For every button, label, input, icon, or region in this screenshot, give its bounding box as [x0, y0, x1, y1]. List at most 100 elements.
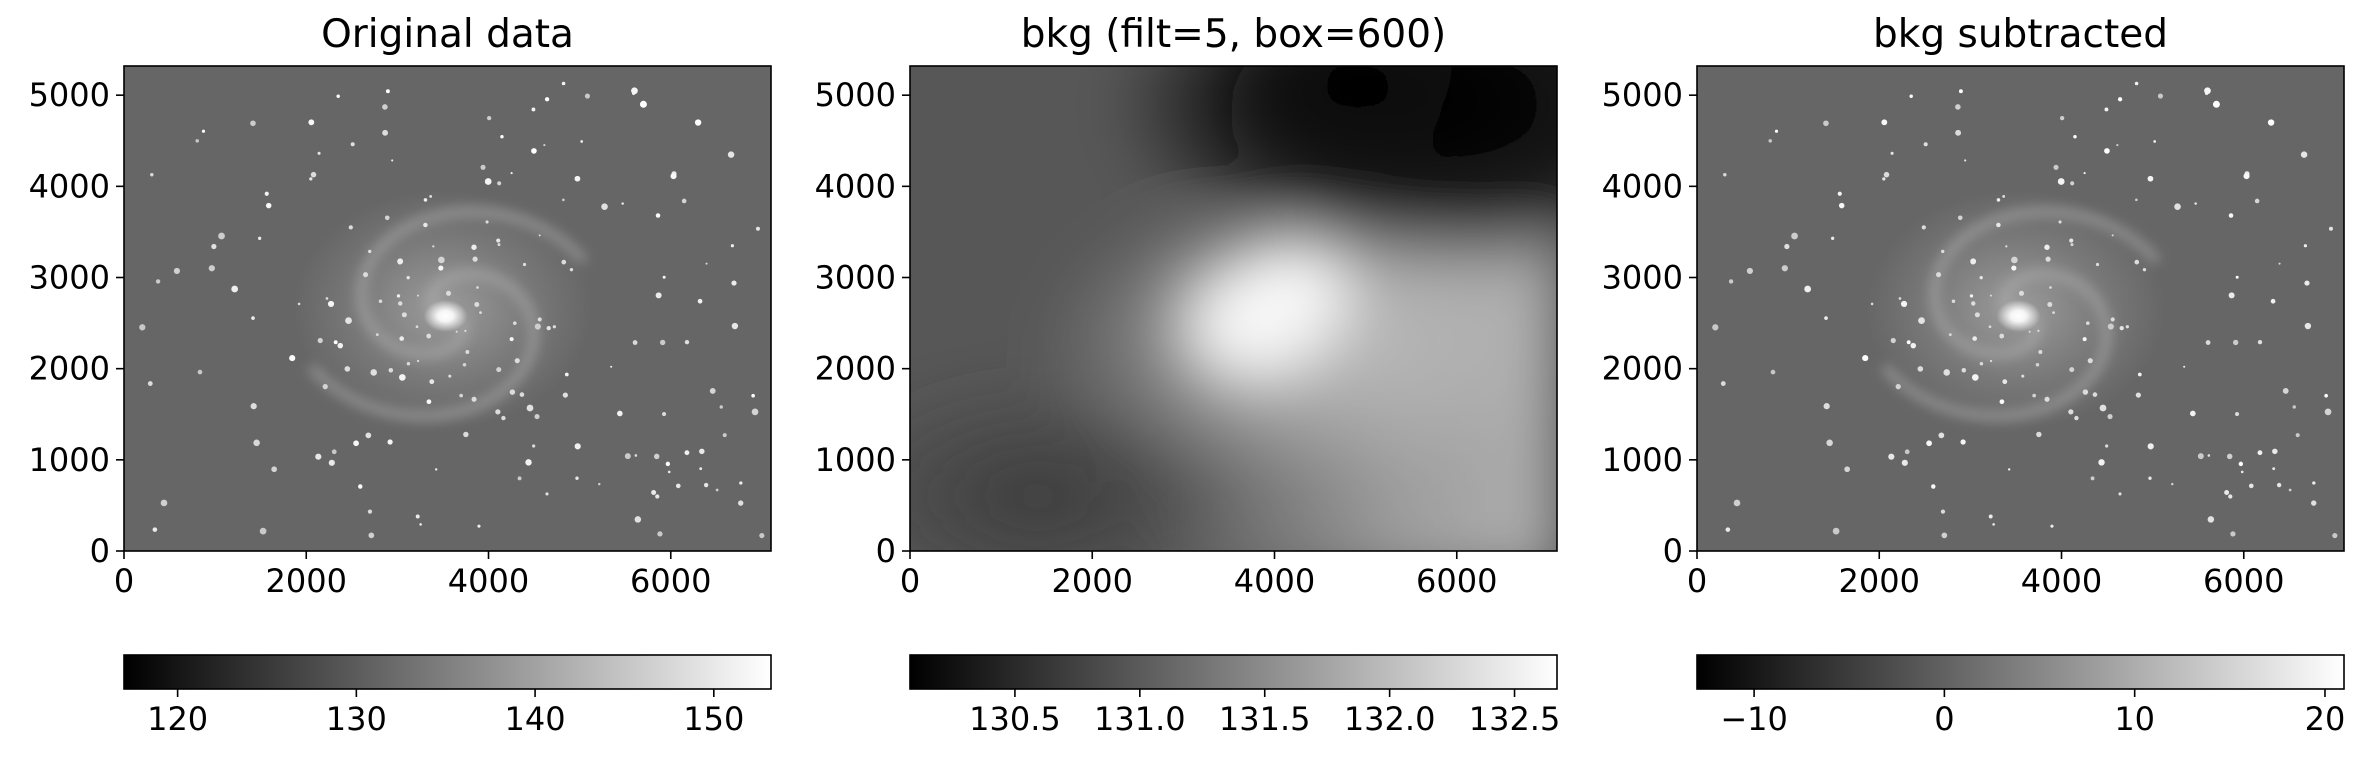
star [2070, 181, 2075, 186]
star [662, 275, 666, 279]
star [2304, 322, 2312, 330]
star [2117, 97, 2123, 102]
star [2254, 198, 2260, 204]
galaxy-arms [1880, 207, 2161, 421]
star [675, 483, 681, 489]
hii-region [401, 312, 407, 318]
hii-region [537, 317, 542, 322]
y-tick-label: 2000 [815, 350, 896, 388]
star [195, 139, 199, 143]
star [731, 280, 737, 286]
star [1832, 527, 1840, 535]
star [2148, 476, 2152, 480]
hii-region [325, 297, 329, 300]
colorbar-tick-label: −10 [1720, 700, 1788, 738]
star [651, 489, 657, 495]
star [264, 191, 269, 196]
x-tick-label: 4000 [2021, 562, 2102, 600]
star [2328, 226, 2333, 231]
star [2240, 470, 2244, 474]
star [2332, 533, 2338, 539]
hii-region [552, 325, 556, 329]
hii-region [2082, 389, 2089, 395]
subplot-title: bkg (filt=5, box=600) [1021, 12, 1447, 57]
hii-region [426, 333, 432, 339]
star [2243, 173, 2250, 180]
star [715, 488, 719, 492]
star [387, 439, 393, 445]
star [2171, 482, 2174, 486]
star [484, 178, 492, 185]
star [655, 494, 660, 499]
star [1988, 514, 1993, 519]
hii-region [2134, 259, 2140, 265]
star [152, 527, 158, 532]
hii-region [501, 415, 506, 421]
hii-region [1951, 299, 1956, 303]
star [310, 171, 317, 178]
star [1890, 151, 1894, 155]
star [705, 262, 708, 265]
star [755, 226, 760, 231]
star [2104, 107, 2109, 112]
hii-region [2087, 358, 2093, 364]
hii-region [1921, 225, 1926, 230]
y-tick-label: 1000 [29, 441, 110, 479]
star [2157, 93, 2164, 99]
star [1837, 191, 1842, 196]
star [661, 412, 667, 417]
x-tick-label: 0 [900, 562, 920, 600]
hii-region [416, 294, 419, 297]
colorbar-tick-label: 150 [683, 700, 744, 738]
bright-star [694, 119, 702, 126]
colorbar-gradient [123, 654, 772, 690]
hii-region [2110, 317, 2115, 322]
star [631, 87, 638, 95]
star [1882, 177, 1886, 181]
star [231, 285, 239, 293]
star [331, 449, 337, 455]
y-tick-label: 3000 [1602, 259, 1683, 297]
star [1881, 119, 1888, 126]
colorbar: 120 130 140 150 [123, 654, 772, 738]
y-tick-label: 5000 [815, 76, 896, 114]
hii-region [2092, 392, 2098, 397]
y-tick-label: 4000 [815, 167, 896, 205]
star [1728, 279, 1734, 284]
hii-region [2044, 396, 2050, 402]
star [1923, 142, 1928, 147]
star [1960, 439, 1966, 445]
x-tick-label: 6000 [630, 562, 711, 600]
spiral-arm [307, 269, 539, 421]
star [2090, 476, 2095, 481]
star [2053, 164, 2059, 170]
star [2272, 448, 2278, 455]
spiral-arm [1929, 207, 2161, 359]
star [667, 470, 671, 474]
star [621, 202, 624, 205]
star [2288, 488, 2292, 492]
colorbar-tick-label: 132.0 [1344, 700, 1436, 738]
y-tick-label: 3000 [29, 259, 110, 297]
star [391, 159, 394, 162]
subplot-1: Original data 0 2000 4000 6000 0 1000 2000 3000 4… [29, 12, 772, 738]
star [2228, 213, 2234, 218]
star [655, 292, 662, 299]
star [382, 104, 388, 110]
star [727, 151, 735, 158]
hii-region [463, 431, 469, 438]
image-area [124, 66, 771, 551]
star [350, 142, 355, 147]
hii-region [519, 392, 525, 397]
axes-frame [123, 65, 772, 552]
star [575, 476, 579, 480]
y-tick-label: 1000 [815, 441, 896, 479]
star [532, 444, 536, 448]
star [309, 177, 313, 181]
star [2204, 87, 2211, 95]
star [684, 450, 690, 456]
star [147, 381, 153, 386]
star [2190, 410, 2196, 417]
star [659, 339, 666, 346]
star [1955, 129, 1962, 136]
